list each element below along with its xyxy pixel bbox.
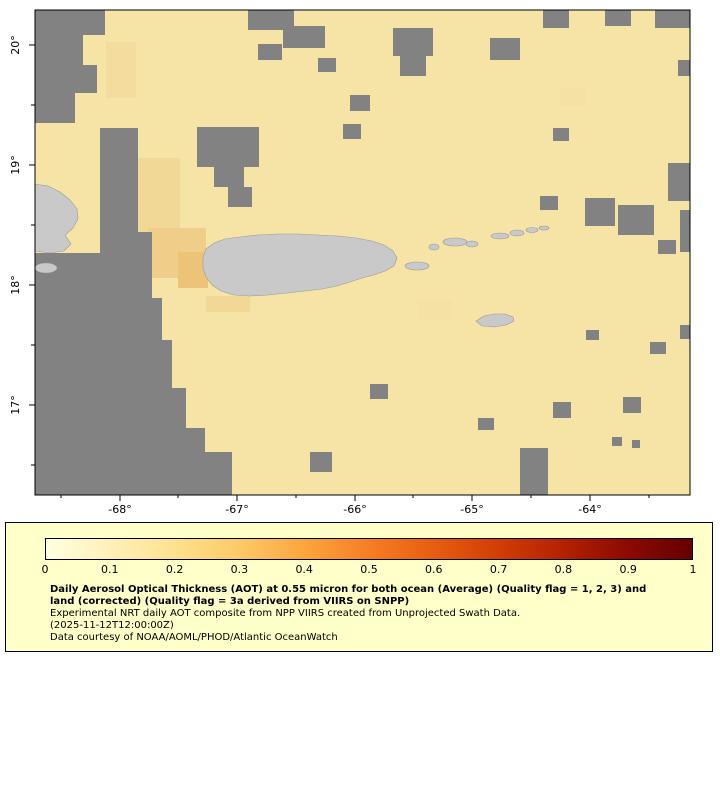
no-data-cell (343, 124, 361, 139)
y-axis (29, 44, 35, 466)
x-axis (60, 495, 650, 501)
no-data-cell (680, 210, 690, 252)
colorbar-ticks: 0 0.1 0.2 0.3 0.4 0.5 0.6 0.7 0.8 0.9 1 (41, 563, 697, 577)
y-tick-label: 20° (9, 35, 22, 55)
no-data-cell (400, 56, 426, 76)
no-data-cell (248, 10, 294, 30)
elevated-aot-cell (136, 158, 180, 238)
no-data-cell (678, 60, 690, 76)
no-data-cell (668, 163, 690, 201)
colorbar-gradient (45, 538, 693, 560)
no-data-patches (35, 10, 690, 495)
no-data-cell (350, 95, 370, 111)
y-tick-label: 18° (9, 275, 22, 295)
colorbar-tick-label: 0.4 (295, 563, 313, 576)
x-tick-label: -64° (578, 503, 601, 516)
island-hispaniola-east-tip (34, 183, 79, 254)
colorbar-tick-label: 0 (41, 563, 49, 576)
island-anegada (538, 225, 550, 231)
island-puerto-rico (202, 233, 398, 297)
legend-panel: 0 0.1 0.2 0.3 0.4 0.5 0.6 0.7 0.8 0.9 1 … (5, 522, 713, 652)
y-tick-label: 19° (9, 155, 22, 175)
no-data-cell (318, 58, 336, 72)
no-data-cell (258, 44, 282, 60)
no-data-cell (553, 402, 571, 418)
island-st-john (465, 240, 479, 248)
caption-description: Experimental NRT daily AOT composite fro… (50, 608, 521, 619)
no-data-cell (612, 437, 622, 446)
no-data-cell (540, 196, 558, 210)
elevated-aot-cell (106, 42, 136, 98)
no-data-cell (310, 452, 332, 472)
no-data-cell (214, 167, 244, 187)
elevated-aot-cell (206, 296, 250, 312)
y-axis-labels: 20° 19° 18° 17° (9, 35, 22, 415)
no-data-cell (650, 342, 666, 354)
no-data-cell (197, 127, 259, 167)
island-virgin-gorda (509, 229, 525, 237)
no-data-cell (632, 440, 640, 448)
legend-caption: Daily Aerosol Optical Thickness (AOT) at… (50, 584, 668, 644)
no-data-cell (553, 128, 569, 141)
island-st-thomas (442, 237, 468, 247)
no-data-cell (35, 10, 105, 35)
aot-map: 20° 19° 18° 17° -68° -67° -66° -65° -64° (9, 9, 691, 516)
no-data-cell (35, 65, 97, 93)
colorbar-tick-label: 1 (689, 563, 697, 576)
island-culebra (428, 243, 440, 251)
colorbar-tick-label: 0.1 (101, 563, 119, 576)
plot-border (34, 9, 691, 496)
no-data-cell (605, 10, 631, 26)
colorbar-tick-label: 0.5 (360, 563, 378, 576)
elevated-aot-cell (418, 300, 452, 320)
no-data-cell (586, 330, 599, 340)
colorbar-tick-label: 0.7 (489, 563, 508, 576)
no-data-cell (228, 187, 252, 207)
island-saona (34, 262, 58, 274)
caption-credit: Data courtesy of NOAA/AOML/PHOD/Atlantic… (50, 632, 338, 643)
no-data-cell (490, 38, 520, 60)
elevated-aot-patches (106, 42, 586, 320)
x-tick-label: -65° (460, 503, 483, 516)
x-tick-label: -67° (225, 503, 248, 516)
colorbar-tick-label: 0.2 (165, 563, 184, 576)
no-data-cell (35, 93, 75, 123)
no-data-cell (618, 205, 654, 235)
y-tick-label: 17° (9, 395, 22, 415)
caption-title: Daily Aerosol Optical Thickness (AOT) at… (50, 584, 647, 607)
island-st-croix (475, 313, 515, 328)
no-data-cell (283, 26, 325, 48)
colorbar-tick-label: 0.9 (619, 563, 637, 576)
no-data-cell (520, 448, 548, 495)
no-data-cell (478, 418, 494, 430)
no-data-cell (393, 28, 433, 56)
no-data-region-southwest (35, 128, 232, 495)
land-masses (34, 183, 550, 328)
colorbar-tick-label: 0.6 (425, 563, 443, 576)
no-data-cell (623, 397, 641, 413)
island-vieques (404, 261, 430, 271)
x-tick-label: -68° (108, 503, 131, 516)
elevated-aot-cell (560, 88, 586, 106)
no-data-cell (543, 10, 569, 28)
no-data-cell (680, 325, 690, 339)
no-data-cell (585, 198, 615, 226)
caption-timestamp: (2025-11-12T12:00:00Z) (50, 620, 174, 631)
no-data-cell (370, 384, 388, 399)
x-tick-label: -66° (343, 503, 366, 516)
no-data-cell (655, 10, 690, 28)
colorbar-tick-label: 0.8 (554, 563, 573, 576)
colorbar-tick-label: 0.3 (230, 563, 249, 576)
island-small-virgin (525, 227, 539, 233)
island-tortola (490, 232, 510, 240)
no-data-cell (658, 240, 676, 254)
no-data-cell (35, 35, 83, 65)
x-axis-labels: -68° -67° -66° -65° -64° (108, 503, 601, 516)
